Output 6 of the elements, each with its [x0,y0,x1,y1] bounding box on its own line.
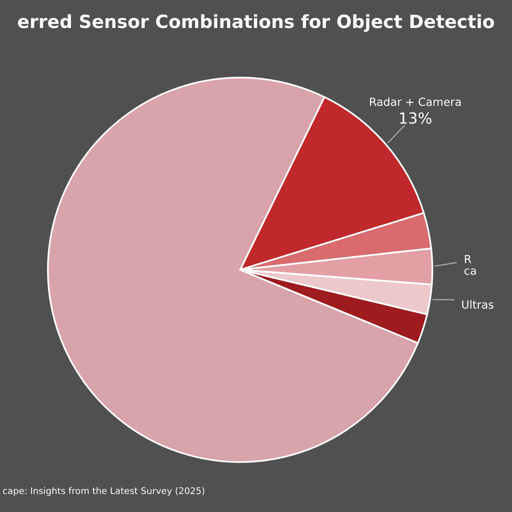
data-label: 13% [400,112,432,124]
text: cape: Insights from the Latest Survey (2025) [3,487,204,496]
slice-label: Radar + Camera [370,97,461,106]
slice-label: R ca [464,254,476,275]
slice-label: Ultras [462,300,494,309]
chart-title: erred Sensor Combinations for Object Detectio [18,14,494,32]
